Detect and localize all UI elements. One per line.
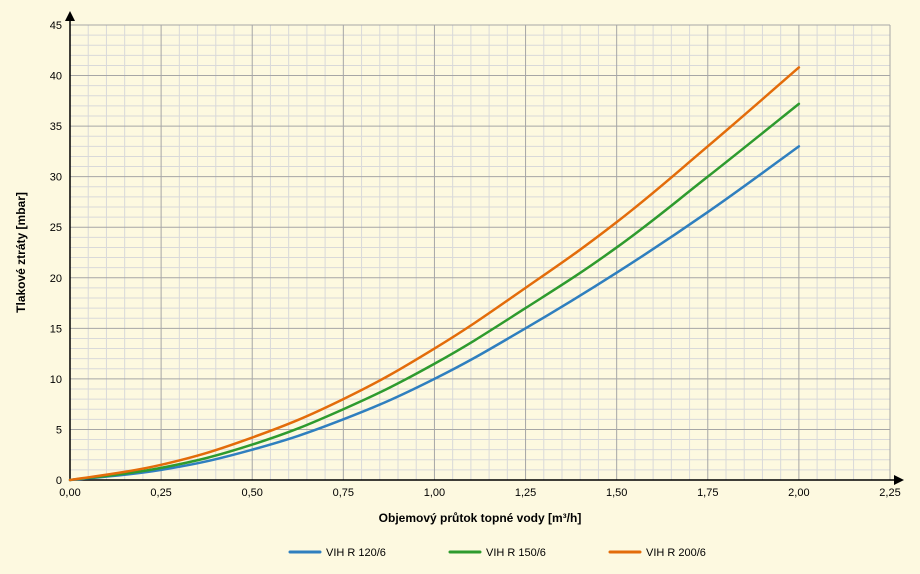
- svg-text:Objemový průtok topné vody [m³: Objemový průtok topné vody [m³/h]: [379, 511, 582, 525]
- svg-text:1,75: 1,75: [697, 487, 718, 499]
- svg-text:35: 35: [50, 121, 62, 133]
- svg-text:VIH R 150/6: VIH R 150/6: [486, 547, 546, 559]
- svg-text:5: 5: [56, 424, 62, 436]
- svg-text:10: 10: [50, 374, 62, 386]
- svg-text:0,00: 0,00: [59, 487, 80, 499]
- svg-text:40: 40: [50, 71, 62, 83]
- svg-text:45: 45: [50, 20, 62, 32]
- svg-text:2,00: 2,00: [788, 487, 809, 499]
- svg-text:20: 20: [50, 273, 62, 285]
- svg-text:25: 25: [50, 222, 62, 234]
- svg-text:VIH R 200/6: VIH R 200/6: [646, 547, 706, 559]
- svg-text:0: 0: [56, 475, 62, 487]
- svg-text:1,50: 1,50: [606, 487, 627, 499]
- chart-container: 0,00 0,25 0,50 0,75 1,00 1,25 1,50 1,75 2,00 2,25…: [0, 0, 920, 574]
- svg-text:0,75: 0,75: [333, 487, 354, 499]
- svg-text:0,25: 0,25: [150, 487, 171, 499]
- svg-text:30: 30: [50, 172, 62, 184]
- svg-text:15: 15: [50, 323, 62, 335]
- svg-text:2,25: 2,25: [879, 487, 900, 499]
- svg-text:1,00: 1,00: [424, 487, 445, 499]
- svg-text:1,25: 1,25: [515, 487, 536, 499]
- svg-text:Tlakové ztráty [mbar]: Tlakové ztráty [mbar]: [14, 192, 28, 313]
- chart-svg: 0,00 0,25 0,50 0,75 1,00 1,25 1,50 1,75 2,00 2,25…: [0, 0, 920, 574]
- svg-text:VIH R 120/6: VIH R 120/6: [326, 547, 386, 559]
- svg-text:0,50: 0,50: [242, 487, 263, 499]
